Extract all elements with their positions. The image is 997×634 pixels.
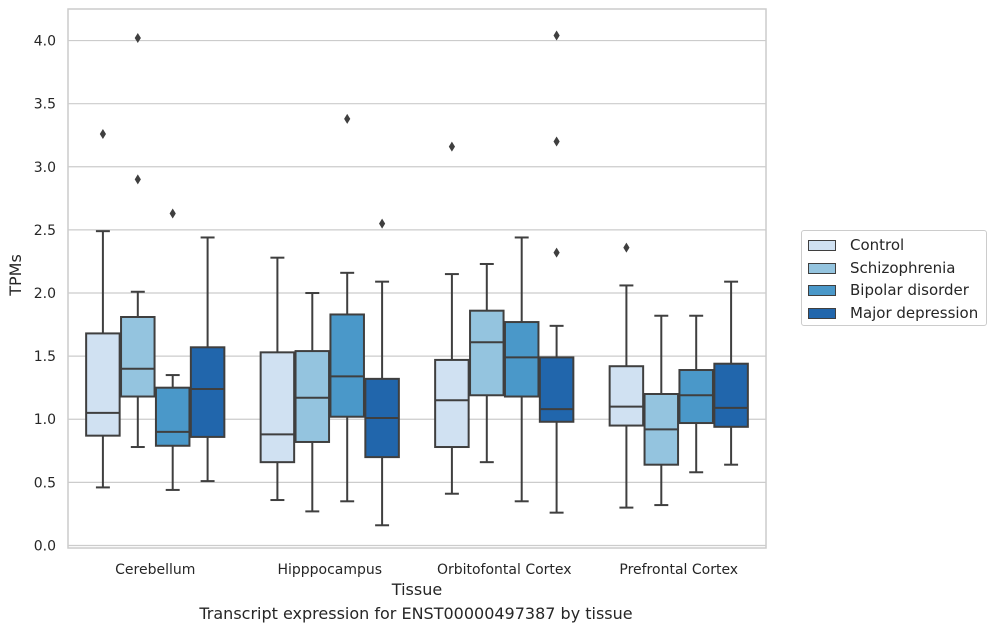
box-2-3 [538,30,575,514]
outlier-point [99,128,106,139]
y-tick-label: 2.5 [34,223,56,239]
outlier-point [344,113,351,124]
box-1-3 [364,218,400,527]
box-0-0 [85,128,121,489]
legend-swatch [808,307,836,319]
legend-item-schizophrenia: Schizophrenia [808,258,955,278]
y-tick-label: 3.5 [34,97,56,113]
legend-label: Major depression [850,304,979,322]
y-tick-label: 1.0 [34,412,56,428]
outlier-point [553,136,560,147]
legend: Control Schizophrenia Bipolar disorder M… [801,230,987,326]
outlier-point [134,33,141,44]
outlier-point [448,141,455,152]
plot-area-frame [67,8,767,549]
box-iqr [538,356,575,423]
box-1-0 [259,256,296,502]
x-tick-label: Cerebellum [115,562,195,578]
y-tick-label: 2.0 [34,286,56,302]
box-iqr [678,369,714,425]
figure-caption: Transcript expression for ENST0000049738… [199,604,633,623]
outlier-point [553,30,560,41]
box-0-1 [120,33,156,449]
box-3-3 [713,280,749,466]
box-iqr [154,386,191,447]
box-iqr [259,351,296,464]
legend-label: Bipolar disorder [850,281,969,299]
box-iqr [469,309,505,397]
outlier-point [169,208,176,219]
legend-item-bipolar-disorder: Bipolar disorder [808,280,969,300]
y-tick-label: 1.5 [34,349,56,365]
x-tick-label: Prefrontal Cortex [619,562,738,578]
x-tick-label: Orbitofontal Cortex [437,562,572,578]
box-3-1 [643,314,680,507]
y-axis-label: TPMs [6,254,25,297]
box-0-3 [189,236,226,483]
legend-item-control: Control [808,235,904,255]
box-2-2 [503,236,540,503]
y-tick-label: 0.0 [34,538,56,554]
box-0-2 [154,208,191,491]
legend-swatch [808,284,836,296]
x-tick-label: Hipppocampus [277,562,382,578]
box-iqr [434,358,470,449]
y-tick-label: 0.5 [34,475,56,491]
box-iqr [713,362,749,428]
box-2-1 [469,262,505,464]
legend-label: Control [850,236,905,254]
box-iqr [503,321,540,398]
box-2-0 [434,141,470,495]
legend-swatch [808,262,836,274]
box-1-2 [329,113,365,503]
outlier-point [553,247,560,258]
y-tick-label: 4.0 [34,34,56,50]
box-iqr [329,313,365,418]
box-3-0 [608,242,645,509]
y-tick-label: 3.0 [34,160,56,176]
legend-label: Schizophrenia [850,259,956,277]
box-iqr [189,346,226,438]
box-iqr [608,365,645,427]
legend-item-major-depression: Major depression [808,303,978,323]
box-groups [85,30,749,527]
box-3-2 [678,314,714,474]
box-iqr [294,350,331,443]
box-1-1 [294,292,331,513]
box-iqr [120,316,156,398]
legend-swatch [808,239,836,251]
x-axis-label: Tissue [391,580,442,599]
outlier-point [623,242,630,253]
y-tick-labels: 0.0 0.5 1.0 1.5 2.0 2.5 3.0 3.5 4.0 [34,34,56,555]
x-tick-labels: Cerebellum Hipppocampus Orbitofontal Corte… [115,562,738,578]
box-iqr [85,332,121,437]
outlier-point [134,174,141,185]
outlier-point [379,218,386,229]
